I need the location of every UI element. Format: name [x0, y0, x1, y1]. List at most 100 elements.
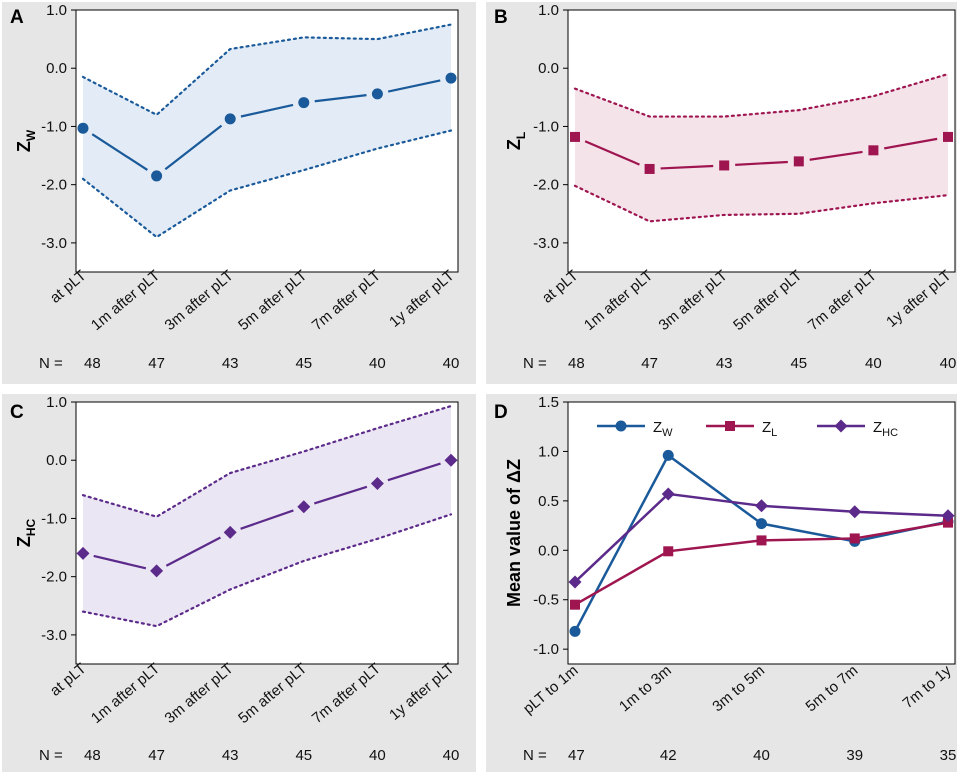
n-value: 47: [148, 747, 165, 764]
legend-label-main: Z: [653, 419, 662, 436]
panel-letter: B: [494, 7, 508, 28]
data-point: [570, 599, 580, 610]
legend-item: ZL: [706, 419, 777, 439]
mean-line-segment: [387, 462, 441, 482]
data-point: [570, 131, 580, 142]
y-axis-label-main: Z: [14, 536, 34, 547]
data-point: [943, 517, 953, 528]
panel-letter: C: [10, 402, 24, 423]
panel-letter: A: [10, 7, 24, 28]
y-axis-label-subscript: W: [24, 129, 38, 141]
data-point: [662, 449, 674, 461]
legend-label-subscript: L: [771, 427, 777, 439]
n-value: 45: [295, 747, 312, 764]
data-point: [943, 131, 953, 142]
y-axis-label-main: Z: [14, 141, 34, 152]
y-axis-label-subscript: HC: [24, 519, 38, 537]
n-value: 39: [846, 747, 863, 764]
y-axis-label: Mean value of ΔZ: [504, 459, 524, 607]
n-value: 42: [660, 747, 677, 764]
mean-line-segment: [387, 79, 441, 93]
y-tick-label: -0.5: [533, 592, 559, 609]
y-axis-label-main: Z: [504, 139, 524, 150]
data-point: [297, 500, 311, 514]
y-axis-label: ZHC: [14, 519, 38, 548]
lower-bound-line: [81, 129, 453, 239]
legend-label-subscript: W: [662, 427, 673, 439]
legend-marker: [615, 420, 627, 432]
y-axis-label-main: Mean value of ΔZ: [504, 459, 524, 607]
plot-frame: [567, 401, 956, 665]
mean-line-segment: [660, 164, 714, 170]
n-value: 40: [443, 747, 460, 764]
data-point: [77, 122, 89, 134]
y-tick-label: -2.0: [533, 177, 559, 194]
n-value: 47: [568, 747, 585, 764]
upper-bound-line: [81, 23, 453, 117]
data-point: [719, 160, 730, 171]
data-point: [661, 487, 675, 501]
data-point: [445, 72, 457, 84]
y-tick-label: 1.0: [46, 2, 67, 19]
confidence-band: [83, 24, 451, 238]
mean-line-segment: [313, 485, 368, 505]
plot-frame: [75, 9, 459, 273]
n-value: 48: [84, 747, 101, 764]
y-tick-label: -2.0: [41, 569, 67, 586]
data-point: [298, 97, 310, 109]
n-value: 45: [790, 355, 807, 372]
n-value: 40: [443, 355, 460, 372]
n-label: N =: [39, 747, 63, 764]
n-value: 35: [940, 747, 957, 764]
data-point: [223, 525, 237, 539]
data-point: [755, 499, 768, 513]
data-point: [569, 625, 581, 637]
data-point: [756, 518, 767, 530]
n-label: N =: [523, 747, 547, 764]
y-axis-label-subscript: L: [514, 132, 528, 139]
y-tick-label: 0.0: [46, 452, 67, 469]
mean-line-segment: [240, 509, 294, 530]
mean-line-segment: [584, 140, 640, 166]
n-value: 48: [84, 355, 101, 372]
y-tick-label: 1.5: [538, 394, 559, 411]
mean-line-segment: [314, 94, 367, 103]
data-point: [756, 535, 767, 546]
y-tick-label: -1.0: [533, 641, 559, 658]
data-point: [644, 163, 655, 174]
y-tick-label: -1.0: [41, 118, 67, 135]
data-point: [663, 546, 674, 557]
data-point: [224, 113, 236, 125]
mean-line-segment: [240, 103, 294, 118]
upper-bound-line: [573, 72, 950, 118]
legend-item: ZHC: [817, 419, 898, 439]
legend-label: ZW: [653, 419, 673, 439]
data-point: [151, 170, 163, 182]
y-axis-label: ZW: [14, 129, 38, 152]
confidence-band: [575, 74, 948, 222]
legend-label: ZHC: [873, 419, 898, 439]
n-value: 40: [753, 747, 770, 764]
data-point: [849, 533, 860, 544]
n-label: N =: [39, 355, 63, 372]
lower-bound-line: [81, 513, 453, 628]
legend-item: ZW: [597, 419, 673, 439]
y-tick-label: -2.0: [41, 177, 67, 194]
n-value: 48: [568, 355, 585, 372]
data-point: [793, 156, 804, 167]
data-point: [444, 453, 458, 467]
legend-marker: [834, 419, 848, 433]
y-tick-label: 0.0: [46, 60, 67, 77]
data-point: [371, 88, 383, 100]
y-tick-label: 1.0: [46, 394, 67, 411]
n-value: 43: [716, 355, 733, 372]
mean-line-segment: [809, 150, 863, 161]
plot-frame: [567, 9, 956, 273]
y-tick-label: -3.0: [41, 627, 67, 644]
n-value: 40: [369, 355, 386, 372]
y-tick-label: 0.5: [538, 493, 559, 510]
mean-line-segment: [735, 160, 788, 166]
